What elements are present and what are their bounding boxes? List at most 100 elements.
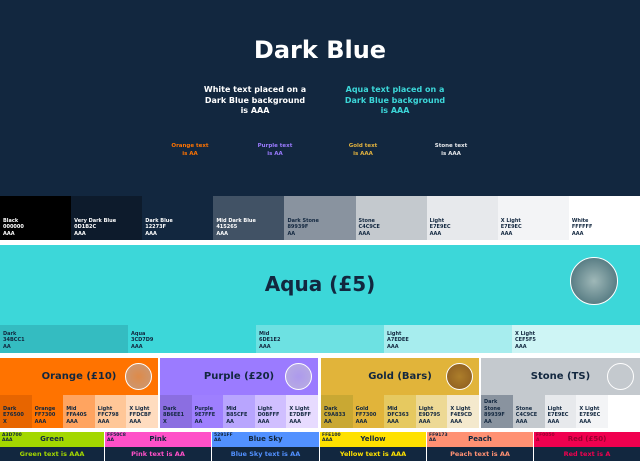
swatch-rating: AAA [571, 230, 584, 237]
color-swatch[interactable]: Aqua 3CD7D9 AAA [128, 325, 256, 353]
swatch-hex: E7E9EC [547, 412, 569, 418]
accent-header: FF50C8 AA Pink [105, 432, 211, 447]
color-swatch[interactable]: Dark 8B6EE1 X [160, 395, 192, 428]
color-swatch[interactable]: Mid DFC363 AAA [384, 395, 416, 428]
swatch-hex: FFC798 [97, 412, 119, 418]
color-swatch[interactable]: Dark Blue 12273F AAA [142, 196, 214, 240]
accent-header: FF9173 AA Peach [427, 432, 533, 447]
color-swatch[interactable]: Stone C4C9CE AAA [512, 395, 545, 428]
accent-header: A3D700 AAA Green [0, 432, 104, 447]
color-swatch[interactable]: Dark 34BCC1 AA [0, 325, 128, 353]
swatch-hex: FF7300 AAA [34, 412, 56, 425]
color-swatch[interactable]: Purple 9E7FFE AA [191, 395, 224, 428]
accent-color-block[interactable]: FFE100 AAA Yellow Yellow text is AAA [320, 432, 426, 461]
swatch-rating: AAA [145, 230, 157, 237]
accent-contrast-text: Yellow text is AAA [320, 447, 426, 461]
swatch-hex: E9D795 [418, 412, 441, 418]
swatch-rating: AAA [418, 418, 431, 425]
color-swatch[interactable]: X Light CEF5F5 AAA [512, 325, 640, 353]
color-swatch[interactable]: Mid Dark Blue 415265 AAA [213, 196, 285, 240]
swatch-hex: B85CFE [226, 412, 248, 418]
swatch-rating: AAA [259, 343, 271, 350]
color-swatch[interactable]: Mid B85CFE AA [223, 395, 255, 428]
swatch-rating: AAA [579, 418, 591, 425]
swatch-hex: E7E9EC [579, 412, 601, 418]
color-swatch[interactable]: Dark E76500 X [0, 395, 32, 428]
swatch-rating: X [3, 418, 7, 425]
aqua-title: Aqua (£5) [264, 272, 376, 296]
swatch-hex: 12273F [145, 224, 167, 230]
panel-header: Gold (Bars) [321, 358, 479, 395]
color-swatch[interactable]: X Light E7DBFF AAA [286, 395, 318, 428]
color-swatch[interactable]: X Light E7E9EC AAA [497, 196, 569, 240]
color-swatch[interactable]: Light E7E9EC AAA [426, 196, 498, 240]
accent-code: A3D700 AAA [2, 433, 22, 443]
accent-code: FF50C8 AA [107, 433, 126, 443]
swatch-hex: E7DBFF [289, 412, 312, 418]
color-swatch[interactable]: Mid FFA40S AAA [63, 395, 95, 428]
swatch-hex: C4C9CE [515, 412, 538, 418]
swatch-name: Very Dark Blue [74, 217, 117, 224]
accent-name: Pink [149, 435, 167, 443]
color-swatch[interactable]: Dark Stone 89939F AA [481, 395, 513, 428]
color-swatch[interactable]: Light D0BFFF AAA [254, 395, 287, 428]
color-swatch[interactable]: X Light FFDCBF AAA [126, 395, 158, 428]
swatch-name: Mid Dark Blue [216, 217, 256, 224]
swatch-name: Dark C9A833 [324, 405, 346, 419]
small-text-note: Stone text is AAA [434, 143, 468, 157]
color-swatch[interactable]: Dark Stone 89939F AA [284, 196, 356, 240]
panel-swatch-row: Dark 8B6EE1 X Purple 9E7FFE AA Mid B85CFE AA Ligh… [160, 395, 318, 428]
accent-color-block[interactable]: FF50C8 AA Pink Pink text is AA [105, 432, 211, 461]
swatch-name: Dark Stone [484, 399, 501, 412]
swatch-rating: AA [324, 418, 332, 425]
accent-color-block[interactable]: FF9173 AA Peach Peach text is AA [427, 432, 533, 461]
color-swatch[interactable]: X Light E7E9EC AAA [576, 395, 609, 428]
swatch-rating: AAA [289, 418, 301, 425]
color-swatch[interactable]: Light FFC798 AAA [94, 395, 127, 428]
color-swatch[interactable]: X Light F4E9CD AAA [447, 395, 479, 428]
swatch-hex: A7EDEE [387, 337, 409, 343]
banknote-portrait-icon [607, 363, 634, 390]
swatch-hex: F4E9CD [450, 412, 472, 418]
swatch-rating: AAA [450, 418, 462, 425]
color-swatch[interactable]: Dark C9A833 AA [321, 395, 353, 428]
color-swatch[interactable]: Gold FF7300 AAA [352, 395, 385, 428]
swatch-name: Dark [3, 330, 17, 337]
swatch-name: White [571, 217, 589, 224]
banknote-portrait-icon [285, 363, 312, 390]
swatch-rating: AAA [387, 343, 399, 350]
color-swatch[interactable]: Light E7E9EC AAA [544, 395, 577, 428]
color-swatch[interactable]: Very Dark Blue 0D1B2C AAA [71, 196, 143, 240]
swatch-hex: D0BFFF [257, 412, 280, 418]
small-text-note: Orange text is AA [171, 143, 209, 157]
swatch-hex: DFC363 [387, 412, 409, 418]
color-swatch[interactable]: Light E9D795 AAA [415, 395, 448, 428]
small-text-note: Gold text is AAA [348, 143, 378, 157]
panel-title: Orange (£10) [41, 371, 117, 382]
color-panel: Purple (£20) Dark 8B6EE1 X Purple 9E7FFE AA Mid… [160, 358, 318, 430]
accent-color-block[interactable]: A3D700 AAA Green Green text is AAA [0, 432, 104, 461]
accent-name: Red (£50) [567, 435, 607, 443]
color-swatch[interactable]: White FFFFFF AAA [568, 196, 640, 240]
swatch-rating: AAA [358, 230, 371, 237]
swatch-name: Light [429, 217, 445, 224]
accent-name: Peach [468, 435, 492, 443]
accent-color-block[interactable]: 5291FF AA Blue Sky Blue Sky text is AA [212, 432, 319, 461]
color-swatch[interactable]: Mid 6DE1E2 AAA [256, 325, 384, 353]
color-swatch[interactable]: Orange FF7300 AAA [31, 395, 64, 428]
swatch-name: Stone [358, 217, 375, 224]
panel-title: Stone (TS) [530, 371, 591, 382]
swatch-hex: 0D1B2C [74, 224, 97, 230]
swatch-hex: 89939F [484, 412, 505, 418]
accent-name: Blue Sky [248, 435, 283, 443]
color-swatch[interactable]: Stone C4C9CE AAA [355, 196, 427, 240]
color-swatch[interactable] [608, 395, 640, 428]
panel-header: Purple (£20) [160, 358, 318, 395]
color-swatch[interactable]: Black 000000 AAA [0, 196, 72, 240]
color-swatch[interactable]: Light A7EDEE AAA [384, 325, 512, 353]
swatch-name: Stone [515, 405, 533, 412]
swatch-hex: C4C9CE [358, 224, 380, 230]
swatch-rating: AAA [547, 418, 560, 425]
swatch-rating: AAA [515, 343, 527, 350]
accent-color-block[interactable]: FF0050 A Red (£50) Red text is A [534, 432, 640, 461]
